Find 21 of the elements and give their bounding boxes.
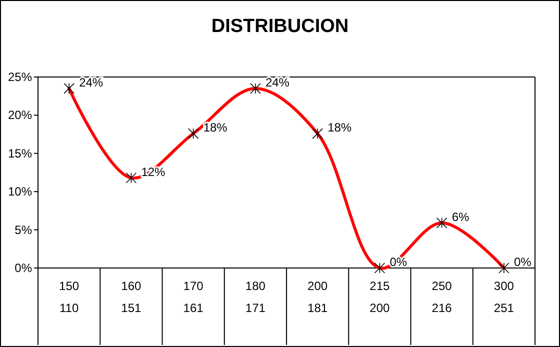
x-tick-label: 150 110: [59, 279, 80, 315]
y-tick-label: 15%: [8, 146, 32, 160]
x-tick-label: 170 161: [183, 279, 204, 315]
y-tick-label: 20%: [8, 108, 32, 122]
data-label: 6%: [452, 210, 470, 224]
y-tick-label: 25%: [8, 70, 32, 84]
data-label: 18%: [203, 120, 228, 135]
y-tick-label: 5%: [14, 222, 32, 237]
data-label: 24%: [265, 75, 290, 90]
y-tick-label: 10%: [8, 184, 32, 199]
data-label: 0%: [514, 255, 532, 269]
x-tick-label: 200 181: [308, 279, 328, 315]
x-tick-label: 250 216: [432, 279, 452, 315]
x-tick-label: 160 151: [121, 279, 142, 315]
data-label: 24%: [79, 75, 104, 90]
x-tick-label: 300 251: [494, 279, 514, 315]
data-label: 18%: [328, 120, 352, 135]
x-tick-label: 215 200: [370, 279, 390, 315]
y-tick-label: 0%: [14, 261, 32, 275]
chart-title: DISTRIBUCION: [211, 16, 349, 37]
x-tick-label: 180 171: [245, 279, 266, 315]
